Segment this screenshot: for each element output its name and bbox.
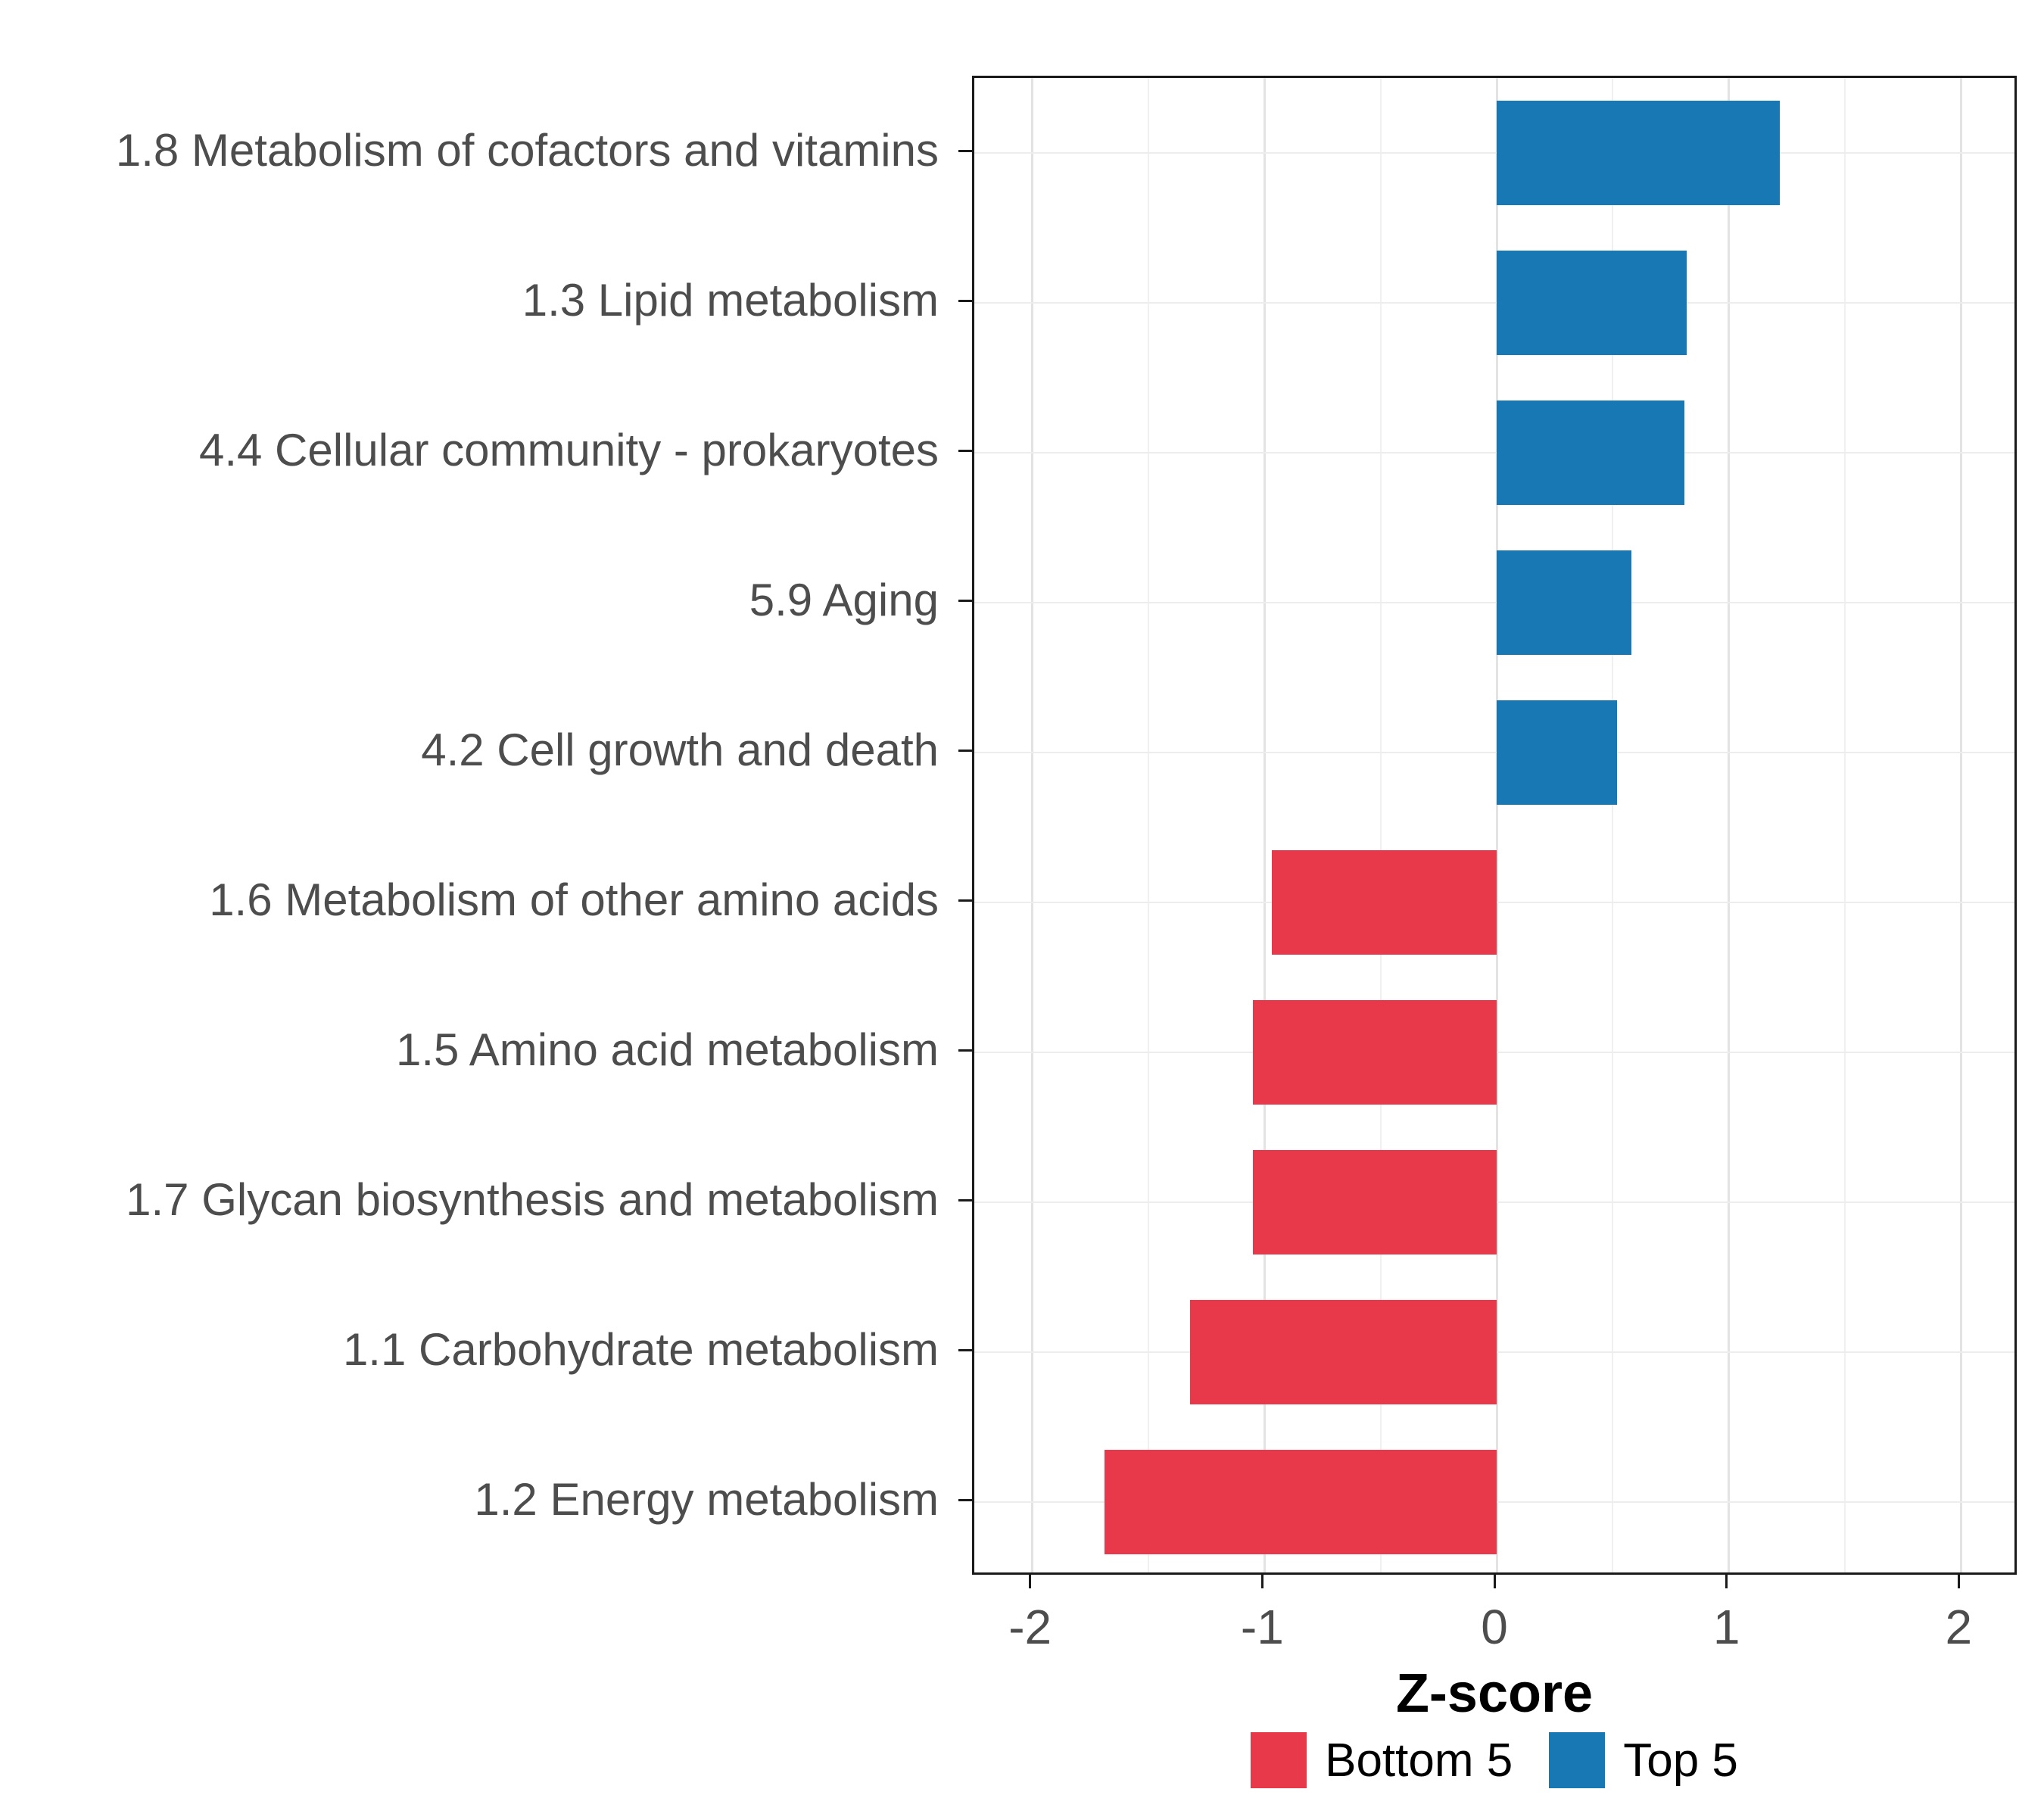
y-axis-label: 1.2 Energy metabolism [474, 1474, 939, 1525]
gridline-horizontal [974, 752, 2014, 753]
gridline-major [1728, 78, 1731, 1572]
legend-entry-bottom5: Bottom 5 [1251, 1732, 1513, 1788]
bar-3 [1497, 400, 1685, 505]
y-tick-mark [958, 1348, 972, 1351]
x-tick-mark [1957, 1575, 1960, 1588]
gridline-minor [1379, 78, 1382, 1572]
y-tick-mark [958, 299, 972, 302]
y-tick-mark [958, 1198, 972, 1201]
gridline-major [1263, 78, 1266, 1572]
x-tick-mark [1725, 1575, 1728, 1588]
bar-10 [1104, 1450, 1497, 1554]
legend-label-top5: Top 5 [1623, 1734, 1738, 1787]
y-axis-label: 5.9 Aging [749, 575, 939, 625]
y-tick-mark [958, 899, 972, 902]
y-axis-label: 4.4 Cellular community - prokaryotes [198, 425, 939, 475]
y-tick-mark [958, 449, 972, 452]
bar-5 [1497, 700, 1618, 805]
y-axis-label: 4.2 Cell growth and death [421, 725, 939, 775]
y-tick-mark [958, 1049, 972, 1052]
bar-7 [1253, 1000, 1497, 1105]
bar-6 [1271, 850, 1497, 955]
gridline-horizontal [974, 152, 2014, 154]
x-tick-label: 2 [1945, 1600, 1973, 1654]
gridline-major [1031, 78, 1034, 1572]
bar-8 [1253, 1150, 1497, 1254]
gridline-major [1959, 78, 1962, 1572]
x-tick-label: -2 [1008, 1600, 1052, 1654]
y-tick-mark [958, 599, 972, 602]
legend: Bottom 5 Top 5 [972, 1732, 2017, 1788]
gridline-major [1495, 78, 1498, 1572]
x-axis-title: Z-score [1395, 1663, 1594, 1724]
gridline-minor [1148, 78, 1149, 1572]
gridline-horizontal [974, 302, 2014, 304]
bar-4 [1497, 550, 1631, 655]
gridline-horizontal [974, 602, 2014, 603]
x-tick-label: 1 [1712, 1600, 1740, 1654]
plot-panel [972, 76, 2017, 1575]
gridline-minor [1612, 78, 1614, 1572]
y-axis-label: 1.1 Carbohydrate metabolism [342, 1324, 939, 1375]
y-axis-labels: 1.8 Metabolism of cofactors and vitamins… [0, 76, 939, 1575]
y-axis-label: 1.8 Metabolism of cofactors and vitamins [115, 125, 939, 176]
gridline-minor [1844, 78, 1846, 1572]
bar-2 [1497, 251, 1687, 355]
y-tick-mark [958, 749, 972, 752]
legend-entry-top5: Top 5 [1549, 1732, 1738, 1788]
y-tick-mark [958, 149, 972, 152]
x-tick-mark [1493, 1575, 1496, 1588]
legend-swatch-top5-icon [1549, 1732, 1606, 1788]
x-tick-mark [1029, 1575, 1032, 1588]
legend-swatch-bottom5-icon [1251, 1732, 1307, 1788]
x-tick-label: 0 [1481, 1600, 1508, 1654]
x-tick-mark [1260, 1575, 1263, 1588]
y-axis-label: 1.6 Metabolism of other amino acids [209, 874, 939, 925]
bar-1 [1497, 101, 1781, 205]
y-axis-label: 1.7 Glycan biosynthesis and metabolism [126, 1174, 939, 1225]
legend-label-bottom5: Bottom 5 [1325, 1734, 1513, 1787]
y-axis-label: 1.5 Amino acid metabolism [395, 1024, 939, 1075]
y-tick-mark [958, 1498, 972, 1501]
x-tick-label: -1 [1240, 1600, 1284, 1654]
bar-9 [1190, 1300, 1497, 1404]
gridline-horizontal [974, 452, 2014, 453]
y-axis-label: 1.3 Lipid metabolism [522, 275, 939, 326]
